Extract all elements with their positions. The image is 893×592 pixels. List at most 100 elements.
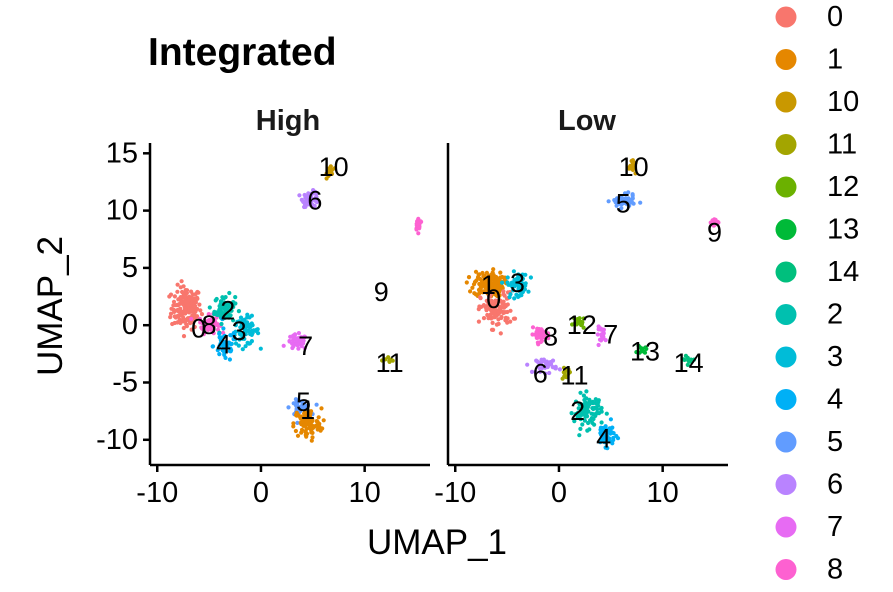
data-point — [492, 291, 497, 297]
data-point — [184, 324, 189, 329]
data-point — [689, 357, 694, 362]
data-point — [181, 325, 186, 331]
cluster-1-points — [291, 406, 326, 443]
data-point — [197, 316, 202, 321]
data-point — [258, 346, 263, 351]
legend-label: 1 — [827, 44, 843, 76]
data-point — [178, 295, 183, 300]
y-tick-label: 5 — [122, 252, 138, 284]
data-point — [240, 347, 245, 352]
legend: 0 1 10 11 12 13 14 2 3 4 5 6 7 8 — [775, 1, 859, 586]
data-point — [310, 435, 315, 440]
data-point — [304, 431, 309, 436]
data-point — [221, 296, 226, 301]
data-point — [611, 437, 616, 443]
data-point — [632, 165, 637, 170]
data-point — [206, 312, 211, 317]
cluster-label: 0 — [486, 284, 501, 314]
data-point — [221, 303, 226, 308]
data-point — [541, 334, 546, 339]
data-point — [229, 308, 234, 313]
data-point — [183, 319, 188, 324]
data-point — [182, 307, 188, 312]
data-point — [241, 324, 246, 329]
data-point — [525, 362, 530, 367]
data-point — [545, 364, 550, 370]
data-point — [631, 201, 636, 206]
data-point — [598, 431, 603, 436]
data-point — [564, 375, 569, 380]
cluster-label: 3 — [510, 268, 525, 298]
data-point — [488, 280, 493, 285]
data-point — [176, 309, 181, 314]
data-point — [614, 433, 619, 439]
data-point — [223, 355, 228, 360]
data-point — [479, 284, 485, 289]
data-point — [491, 273, 496, 278]
legend-item: 4 — [775, 384, 843, 416]
data-point — [238, 315, 244, 320]
data-point — [590, 420, 595, 425]
data-point — [295, 433, 301, 438]
data-point — [302, 192, 307, 198]
data-point — [590, 406, 595, 411]
data-point — [542, 330, 547, 336]
cluster-label: 7 — [298, 331, 313, 361]
y-tick-label: 10 — [106, 195, 138, 227]
cluster-label: 8 — [202, 310, 217, 340]
data-point — [416, 222, 421, 227]
data-point — [386, 355, 391, 360]
data-point — [316, 415, 321, 420]
data-point — [484, 270, 489, 275]
data-point — [291, 344, 296, 349]
legend-swatch — [775, 219, 797, 240]
data-point — [240, 336, 245, 341]
cluster-labels-layer: 106 9 208 34 7 11 51 — [191, 152, 403, 425]
data-point — [186, 298, 191, 303]
data-point — [477, 291, 482, 296]
data-point — [248, 324, 253, 330]
data-point — [496, 310, 501, 315]
data-point — [177, 301, 182, 307]
data-point — [221, 326, 226, 331]
data-point — [581, 325, 586, 330]
cluster-label: 3 — [232, 316, 247, 346]
data-point — [326, 173, 331, 178]
data-point — [537, 327, 542, 332]
data-point — [383, 357, 388, 362]
data-point — [251, 328, 256, 333]
data-point — [218, 308, 223, 313]
data-point — [206, 318, 212, 323]
data-point — [578, 417, 583, 422]
data-point — [495, 280, 501, 285]
data-point — [488, 307, 493, 312]
data-point — [296, 346, 301, 351]
data-point — [582, 397, 587, 403]
legend-swatch — [775, 304, 797, 325]
data-point — [529, 369, 535, 374]
legend-swatch — [775, 431, 797, 453]
data-point — [599, 332, 604, 337]
cluster-2-points — [207, 290, 241, 335]
data-point — [173, 303, 179, 308]
data-point — [619, 199, 624, 204]
data-point — [523, 283, 528, 288]
legend-item: 2 — [775, 299, 843, 331]
data-point — [487, 294, 492, 299]
cluster-0-points — [167, 279, 205, 339]
cluster-4-points — [210, 316, 236, 362]
chart-title: Integrated — [148, 31, 337, 74]
data-point — [321, 418, 326, 423]
data-point — [584, 403, 590, 409]
data-point — [642, 350, 648, 355]
cluster-label: 1 — [481, 270, 496, 300]
legend-item: 1 — [775, 44, 843, 76]
data-point — [491, 301, 496, 306]
cluster-4-points — [598, 417, 621, 451]
x-axis-label: UMAP_1 — [367, 523, 507, 562]
data-point — [496, 317, 501, 322]
cluster-10-points — [627, 158, 638, 176]
legend-label: 7 — [827, 511, 843, 543]
data-point — [534, 332, 539, 338]
data-point — [497, 293, 502, 298]
